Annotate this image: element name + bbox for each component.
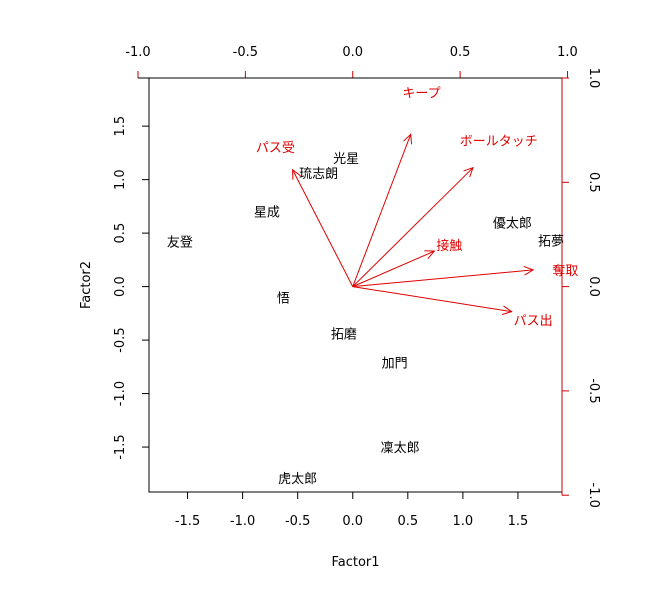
observation-label: 優太郎 <box>493 216 532 231</box>
observation-label: 虎太郎 <box>278 472 317 487</box>
variable-label: ボールタッチ <box>460 135 538 150</box>
variable-arrow <box>352 250 435 288</box>
x-tick-label: 0.0 <box>342 514 363 529</box>
variable-arrowhead <box>463 166 474 178</box>
variable-arrow <box>292 169 354 287</box>
variable-arrowhead <box>424 250 436 260</box>
x-tick-label: -0.5 <box>285 514 310 529</box>
right-tick-label: 1.0 <box>586 68 601 89</box>
top-tick-label: 0.5 <box>450 45 471 60</box>
top-tick-label: -1.0 <box>125 45 150 60</box>
y-tick-label: -1.0 <box>113 381 128 406</box>
observation-label: 光星 <box>333 152 359 167</box>
variable-arrowhead <box>523 265 535 276</box>
y-tick-label: -0.5 <box>113 327 128 352</box>
right-tick-label: 0.5 <box>586 172 601 193</box>
x-tick-label: 1.0 <box>453 514 474 529</box>
variable-label: パス出 <box>514 314 553 329</box>
top-tick-label: 0.0 <box>342 45 363 60</box>
right-tick-label: 0.0 <box>586 276 601 297</box>
right-tick-label: -0.5 <box>586 378 601 403</box>
variable-label: 接触 <box>436 238 462 254</box>
right-tick-label: -1.0 <box>586 483 601 508</box>
variable-arrow <box>352 286 512 313</box>
y-tick-label: 0.5 <box>113 223 128 244</box>
variable-arrow <box>352 167 474 287</box>
top-tick-label: -0.5 <box>233 45 258 60</box>
axes-layer: -1.5 -1.0 -0.5 0.0 0.5 1.0 1.5 -1.5 -1.0 -0.5 0.0 0… <box>113 45 601 529</box>
variable-label: 奪取 <box>552 263 578 279</box>
x-tick-label: 0.5 <box>397 514 418 529</box>
x-tick-label: -1.0 <box>230 514 255 529</box>
observation-label: 拓磨 <box>331 328 357 343</box>
variable-arrow <box>352 269 534 288</box>
x-axis-label: Factor1 <box>331 555 379 570</box>
observation-label: 加門 <box>382 357 408 372</box>
x-tick-label: -1.5 <box>175 514 200 529</box>
x-tick-label: 1.5 <box>508 514 529 529</box>
observation-label: 琉志朗 <box>299 167 338 182</box>
variable-arrow <box>352 134 412 287</box>
observation-label: 凜太郎 <box>381 441 420 456</box>
y-tick-label: -1.5 <box>113 434 128 459</box>
observation-label: 拓夢 <box>538 235 564 250</box>
observation-label: 友登 <box>167 235 193 251</box>
y-tick-label: 1.0 <box>113 169 128 190</box>
variable-label: キープ <box>402 87 440 102</box>
variable-arrowhead <box>403 133 413 145</box>
observation-label: 星成 <box>254 206 280 221</box>
variable-arrowhead <box>501 305 513 315</box>
y-axis-label: Factor2 <box>79 261 94 309</box>
y-tick-label: 1.5 <box>113 116 128 137</box>
y-tick-label: 0.0 <box>113 276 128 297</box>
top-tick-label: 1.0 <box>557 45 578 60</box>
variable-arrowhead <box>292 168 301 180</box>
observation-label: 悟 <box>277 291 290 306</box>
variable-label: パス受 <box>256 141 295 156</box>
